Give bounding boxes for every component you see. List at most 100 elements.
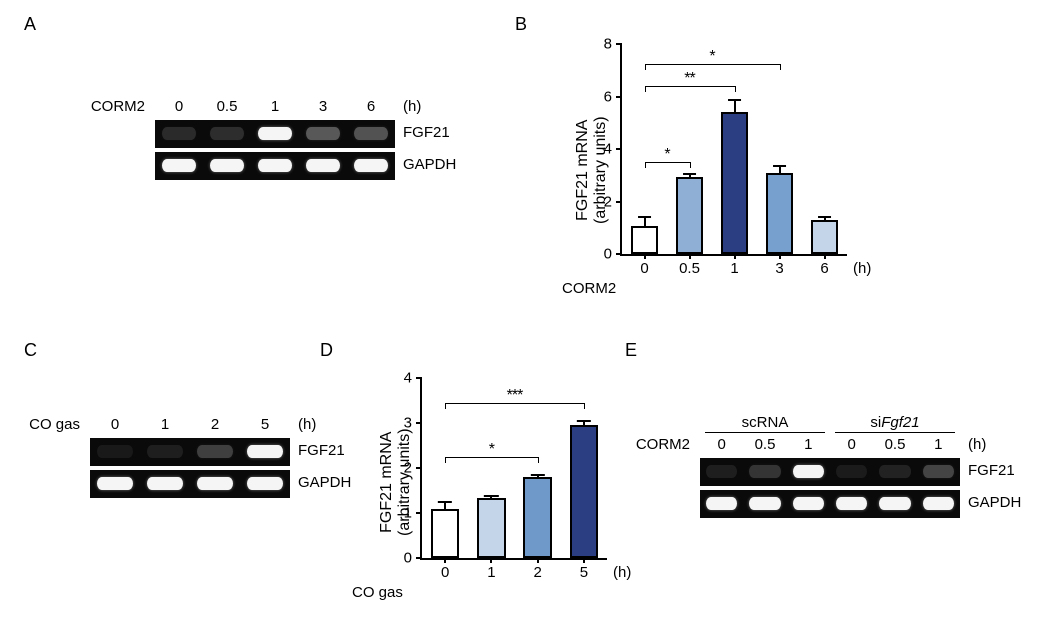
significance-star: *** — [507, 387, 523, 405]
lane-time-label: 5 — [261, 416, 269, 433]
panel-label-e: E — [625, 340, 637, 361]
gel-band — [879, 465, 910, 478]
lane-time-label: 0.5 — [755, 436, 776, 453]
bar — [477, 498, 506, 558]
panel-c-gel: CO gas 0125 (h) FGF21 GAPDH — [90, 438, 290, 502]
panel-a-treatment-label: CORM2 — [91, 98, 145, 115]
gel-band — [923, 465, 954, 478]
panel-e-treatment-label: CORM2 — [636, 436, 690, 453]
lane-time-label: 1 — [804, 436, 812, 453]
bar — [676, 177, 704, 254]
gel-band — [162, 127, 196, 140]
panel-e-row-fgf21: FGF21 — [700, 458, 960, 486]
gel-band — [97, 477, 133, 490]
figure-root: A B C D E CORM2 00.5136 (h) FGF21 GAPDH … — [0, 0, 1039, 639]
panel-c-row2-label: GAPDH — [298, 474, 351, 491]
bar — [721, 112, 749, 254]
x-tick-label: 2 — [533, 564, 541, 581]
y-tick-label: 1 — [404, 505, 412, 522]
gel-band — [147, 445, 183, 458]
bar — [431, 509, 460, 558]
panel-e-underline-2 — [835, 432, 955, 433]
bar — [766, 173, 794, 254]
gel-band — [147, 477, 183, 490]
significance-star: * — [664, 146, 669, 164]
gel-band — [197, 445, 233, 458]
panel-e-underline-1 — [705, 432, 825, 433]
lane-time-label: 6 — [367, 98, 375, 115]
gel-band — [247, 477, 283, 490]
panel-e-si-prefix: si — [870, 414, 881, 431]
panel-e-si-gene: Fgf21 — [881, 414, 919, 431]
panel-label-d: D — [320, 340, 333, 361]
panel-e-row1-label: FGF21 — [968, 462, 1015, 479]
panel-e-group-sifgf21: siFgf21 — [870, 414, 919, 431]
gel-band — [793, 465, 824, 478]
gel-band — [836, 497, 867, 510]
lane-time-label: 1 — [934, 436, 942, 453]
gel-band — [749, 465, 780, 478]
panel-c-row-gapdh: GAPDH — [90, 470, 290, 498]
gel-band — [836, 465, 867, 478]
panel-a-row-fgf21: FGF21 — [155, 120, 395, 148]
gel-band — [354, 127, 388, 140]
lane-time-label: 0 — [111, 416, 119, 433]
gel-band — [197, 477, 233, 490]
gel-band — [162, 159, 196, 172]
x-tick-label: 1 — [730, 260, 738, 277]
bar — [523, 477, 552, 558]
x-tick-label: 0.5 — [679, 260, 700, 277]
x-tick-label: 0 — [640, 260, 648, 277]
bar — [631, 226, 659, 254]
y-tick-label: 2 — [404, 460, 412, 477]
lane-time-label: 0.5 — [885, 436, 906, 453]
panel-a-row2-label: GAPDH — [403, 156, 456, 173]
gel-band — [306, 159, 340, 172]
x-tick-label: 0 — [441, 564, 449, 581]
gel-band — [210, 127, 244, 140]
y-tick-label: 4 — [404, 370, 412, 387]
y-tick-label: 4 — [604, 141, 612, 158]
panel-c-row1-label: FGF21 — [298, 442, 345, 459]
gel-band — [97, 445, 133, 458]
gel-band — [354, 159, 388, 172]
x-tick-label: 1 — [487, 564, 495, 581]
x-axis-hours-suffix: (h) — [613, 564, 631, 581]
gel-band — [879, 497, 910, 510]
panel-e-row2-label: GAPDH — [968, 494, 1021, 511]
y-tick-label: 0 — [604, 246, 612, 263]
gel-band — [793, 497, 824, 510]
lane-time-label: 2 — [211, 416, 219, 433]
panel-label-a: A — [24, 14, 36, 35]
x-tick-label: 5 — [580, 564, 588, 581]
gel-band — [258, 127, 292, 140]
gel-band — [749, 497, 780, 510]
lane-time-label: 3 — [319, 98, 327, 115]
panel-b-plot-area: 0246800.5136CORM2(h)**** — [620, 44, 847, 256]
x-axis-condition-label: CO gas — [352, 584, 403, 601]
y-tick-label: 8 — [604, 36, 612, 53]
lane-time-label: 1 — [271, 98, 279, 115]
panel-e-group-scrna: scRNA — [742, 414, 789, 431]
gel-band — [306, 127, 340, 140]
panel-label-b: B — [515, 14, 527, 35]
gel-band — [258, 159, 292, 172]
lane-time-label: 0 — [717, 436, 725, 453]
bar — [811, 220, 839, 254]
x-tick-label: 6 — [820, 260, 828, 277]
gel-band — [247, 445, 283, 458]
panel-c-hours-suffix: (h) — [298, 416, 316, 433]
panel-c-row-fgf21: FGF21 — [90, 438, 290, 466]
x-axis-condition-label: CORM2 — [562, 280, 616, 297]
y-tick-label: 0 — [404, 550, 412, 567]
gel-band — [706, 465, 737, 478]
x-tick-label: 3 — [775, 260, 783, 277]
panel-c-treatment-label: CO gas — [29, 416, 80, 433]
significance-star: ** — [684, 70, 694, 88]
panel-a-row1-label: FGF21 — [403, 124, 450, 141]
panel-e-hours-suffix: (h) — [968, 436, 986, 453]
y-tick-label: 3 — [404, 415, 412, 432]
gel-band — [210, 159, 244, 172]
panel-a-gel: CORM2 00.5136 (h) FGF21 GAPDH — [155, 120, 395, 184]
lane-time-label: 0 — [175, 98, 183, 115]
